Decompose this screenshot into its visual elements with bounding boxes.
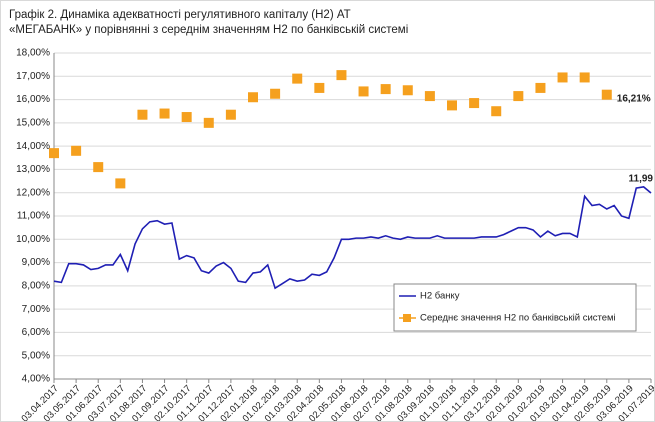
square-marker [93,162,104,173]
square-marker [314,82,325,93]
legend-label: Н2 банку [420,291,460,302]
square-marker [71,145,82,156]
y-tick-label: 10,00% [16,234,50,245]
square-marker [203,117,214,128]
square-marker [225,109,236,120]
square-marker [358,86,369,97]
y-tick-label: 16,00% [16,94,50,105]
square-marker [248,92,258,103]
y-tick-label: 15,00% [16,117,50,128]
y-tick-label: 12,00% [16,187,50,198]
square-marker [402,85,413,96]
y-tick-label: 8,00% [22,280,50,291]
y-tick-label: 11,00% [17,211,50,222]
square-marker [292,73,303,84]
y-tick-label: 17,00% [16,71,50,82]
data-label: 16,21% [617,93,651,104]
square-marker [535,82,546,93]
y-tick-label: 18,00% [16,48,50,59]
square-marker [579,72,590,83]
square-marker [601,89,612,100]
data-label: 11,99 [629,174,654,185]
square-marker [491,106,502,117]
square-marker [159,108,170,119]
square-marker [137,109,148,120]
square-marker [469,98,480,109]
square-marker [380,84,391,95]
y-tick-label: 5,00% [22,350,50,361]
chart-title: Графік 2. Динаміка адекватності регуляти… [9,9,409,36]
y-tick-label: 6,00% [22,327,50,338]
legend-label: Середнє значення Н2 по банківській систе… [420,313,616,324]
y-tick-label: 4,00% [22,374,50,385]
square-marker [181,112,192,123]
square-marker [424,91,435,102]
square-marker [557,72,568,83]
square-marker [270,88,281,99]
y-tick-label: 14,00% [16,141,50,152]
square-marker [336,70,347,81]
square-marker [115,178,126,189]
y-tick-label: 7,00% [22,304,50,315]
square-marker [513,91,524,102]
legend-box [393,283,637,332]
square-marker [49,148,59,159]
series-line [53,186,652,290]
square-marker [447,100,457,111]
y-tick-label: 13,00% [16,164,50,175]
y-tick-label: 9,00% [22,257,50,268]
legend-marker [403,314,411,322]
